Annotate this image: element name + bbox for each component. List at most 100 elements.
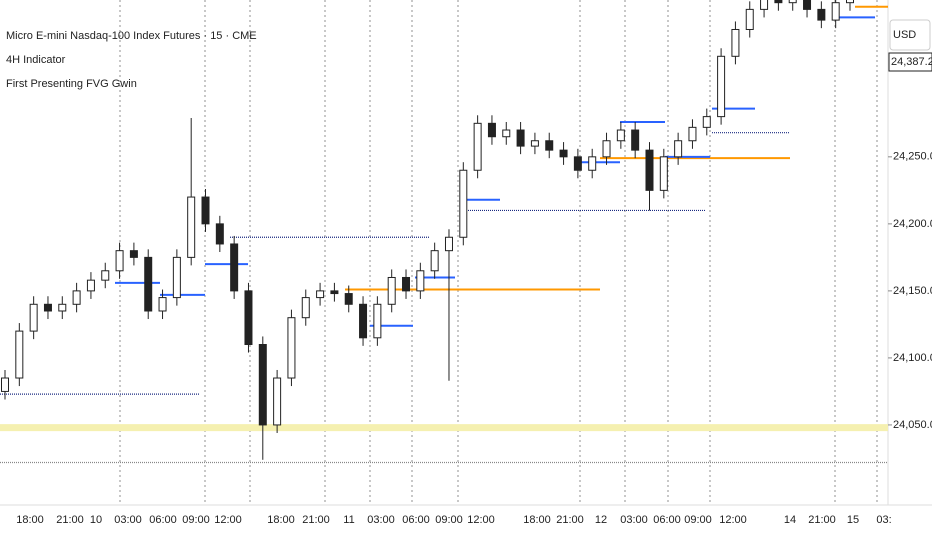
candle-body: [731, 28, 740, 57]
candle-body: [129, 250, 138, 258]
indicator-name: First Presenting FVG Gwin: [6, 78, 137, 90]
x-tick-label: 03:: [876, 514, 891, 526]
candle-body: [760, 0, 769, 10]
candle-body: [817, 8, 826, 21]
candle-body: [688, 126, 697, 142]
x-tick-label: 18:00: [267, 514, 295, 526]
candle-body: [187, 196, 196, 258]
candle-body: [316, 290, 325, 299]
x-tick-label: 21:00: [56, 514, 84, 526]
candle-body: [530, 140, 539, 147]
candle-body: [72, 290, 81, 305]
candle-body: [215, 223, 224, 245]
x-tick-label: 12:00: [467, 514, 495, 526]
candle-body: [1, 377, 9, 392]
candle-body: [430, 250, 439, 272]
candle-body: [416, 270, 425, 292]
candle-body: [86, 279, 95, 292]
candle-body: [115, 250, 124, 272]
candle-body: [101, 270, 110, 281]
price-label-box: [888, 52, 932, 72]
x-tick-label: 10: [90, 514, 102, 526]
candle-body: [359, 303, 368, 339]
x-tick-label: 03:00: [620, 514, 648, 526]
price-label: 24,387.25: [891, 56, 932, 68]
candle-body: [774, 0, 783, 4]
currency-button[interactable]: [889, 19, 931, 51]
x-tick-label: 18:00: [16, 514, 44, 526]
x-tick-label: 06:00: [653, 514, 681, 526]
candle-body: [172, 256, 181, 299]
candle-body: [373, 303, 382, 339]
x-tick-label: 03:00: [114, 514, 142, 526]
x-tick-label: 06:00: [149, 514, 177, 526]
y-tick-label: 24,250.00: [893, 151, 932, 163]
candles-layer: [1, 0, 854, 460]
levels-layer: [0, 5, 888, 464]
candle-body: [258, 344, 267, 426]
candle-body: [444, 236, 453, 252]
candle-body: [717, 55, 726, 118]
candle-body: [645, 149, 654, 191]
x-tick-label: 21:00: [302, 514, 330, 526]
y-tick-label: 24,150.00: [893, 285, 932, 297]
candle-body: [831, 2, 840, 21]
candle-body: [659, 156, 668, 191]
candle-body: [287, 317, 296, 379]
candle-body: [674, 140, 683, 158]
currency[interactable]: USD: [893, 29, 916, 41]
y-tick-label: 24,100.00: [893, 352, 932, 364]
x-tick-label: 14: [784, 514, 796, 526]
candle-body: [201, 196, 210, 225]
candle-body: [788, 0, 797, 4]
x-tick-label: 03:00: [367, 514, 395, 526]
x-tick-label: 09:00: [182, 514, 210, 526]
candle-body: [545, 140, 554, 151]
x-tick-label: 21:00: [556, 514, 584, 526]
candle-body: [473, 122, 482, 171]
candle-body: [516, 129, 525, 147]
y-tick-label: 24,200.00: [893, 218, 932, 230]
candle-body: [158, 297, 167, 312]
x-tick-label: 15: [847, 514, 859, 526]
candle-body: [29, 303, 38, 332]
candle-body: [402, 276, 411, 292]
x-tick-label: 06:00: [402, 514, 430, 526]
x-tick-label: 12:00: [214, 514, 242, 526]
candle-body: [330, 290, 339, 295]
x-tick-label: 21:00: [808, 514, 836, 526]
candle-body: [631, 129, 640, 151]
candle-body: [387, 276, 396, 305]
candle-body: [616, 129, 625, 142]
candle-body: [43, 303, 52, 312]
candle-body: [144, 256, 153, 312]
chart-title: Micro E-mini Nasdaq-100 Index Futures · …: [6, 30, 257, 42]
candle-body: [230, 243, 239, 292]
candle-body: [846, 0, 854, 4]
candle-body: [573, 156, 582, 171]
x-tick-label: 09:00: [435, 514, 463, 526]
price-axis: [888, 0, 932, 550]
candle-body: [15, 330, 24, 379]
candle-body: [602, 140, 611, 158]
indicator-name: 4H Indicator: [6, 54, 66, 66]
candle-body: [273, 377, 282, 426]
candle-body: [344, 293, 353, 305]
candle-body: [301, 297, 310, 319]
x-tick-label: 09:00: [684, 514, 712, 526]
candle-body: [244, 290, 253, 346]
candle-body: [588, 156, 597, 171]
x-tick-label: 12: [595, 514, 607, 526]
candle-body: [459, 169, 468, 238]
candle-body: [803, 0, 812, 10]
x-tick-label: 11: [343, 514, 354, 526]
background-layer: [119, 0, 878, 505]
candle-body: [702, 116, 711, 128]
y-tick-label: 24,050.00: [893, 419, 932, 431]
candle-body: [58, 303, 67, 312]
candle-body: [502, 129, 511, 138]
candle-body: [487, 122, 496, 138]
candle-body: [559, 149, 568, 158]
x-tick-label: 12:00: [719, 514, 747, 526]
